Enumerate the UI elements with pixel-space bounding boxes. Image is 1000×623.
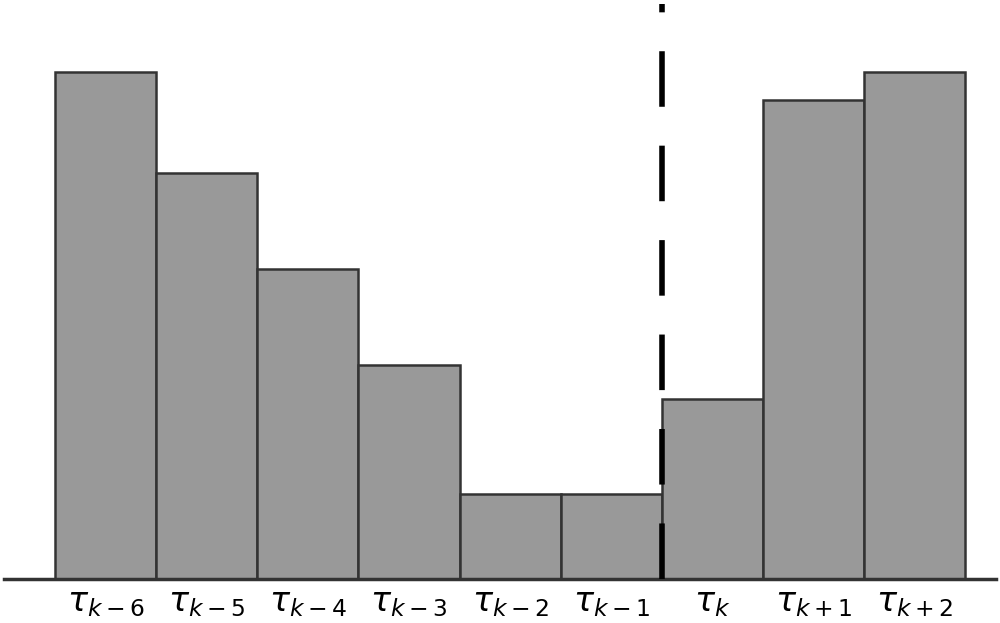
Bar <box>156 173 257 579</box>
Bar <box>358 365 460 579</box>
Bar <box>55 72 156 579</box>
Bar <box>864 72 965 579</box>
Bar <box>763 100 864 579</box>
Bar <box>561 495 662 579</box>
Bar <box>460 495 561 579</box>
Bar <box>662 399 763 579</box>
Bar <box>257 269 358 579</box>
